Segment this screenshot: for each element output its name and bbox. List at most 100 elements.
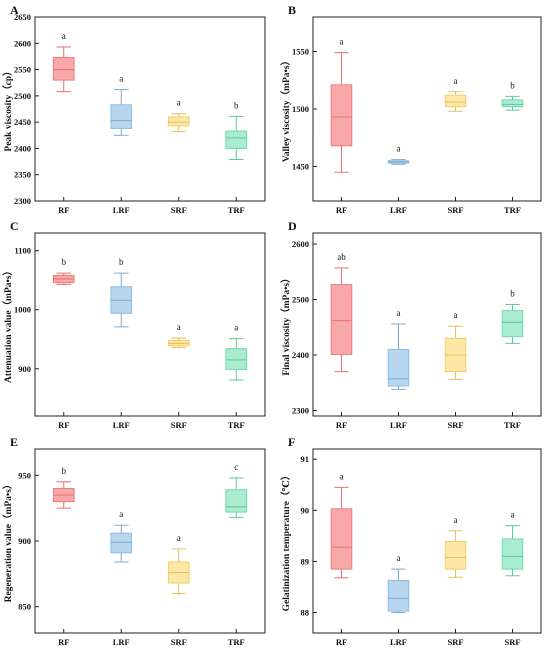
- y-axis-title: Regeneration value（mPa•s）: [2, 480, 14, 603]
- significance-letter: a: [397, 553, 401, 563]
- y-tick-label: 1500: [292, 104, 309, 114]
- panel-letter: A: [10, 3, 19, 17]
- significance-letter: b: [62, 466, 67, 476]
- x-tick-label: RF: [58, 420, 69, 430]
- significance-letter: c: [234, 462, 238, 472]
- iqr-box: [110, 104, 133, 129]
- significance-letter: a: [234, 323, 238, 333]
- significance-letter: a: [397, 308, 401, 318]
- iqr-box: [330, 284, 353, 355]
- significance-letter: b: [234, 100, 239, 110]
- box-srf: a: [501, 510, 524, 577]
- x-tick-label: LRF: [390, 205, 407, 215]
- x-tick-label: LRF: [113, 637, 130, 647]
- iqr-box: [225, 348, 248, 370]
- box-rf: a: [330, 471, 353, 579]
- panel-letter: D: [288, 219, 297, 233]
- panel-letter: E: [10, 435, 18, 449]
- plot-frame: [34, 232, 266, 417]
- x-tick-label: LRF: [113, 205, 130, 215]
- significance-letter: a: [454, 310, 458, 320]
- y-tick-label: 88: [301, 608, 310, 618]
- box-srf: a: [444, 310, 467, 380]
- significance-letter: b: [510, 289, 515, 299]
- y-axis-title: Attenuation value（mPa•s）: [2, 266, 14, 383]
- y-tick-label: 900: [18, 364, 31, 374]
- y-tick-label: 2500: [14, 91, 31, 101]
- x-tick-label: SRF: [171, 420, 187, 430]
- x-tick-label: RF: [336, 637, 347, 647]
- x-tick-label: RF: [336, 420, 347, 430]
- significance-letter: b: [510, 80, 515, 90]
- y-tick-label: 91: [301, 454, 310, 464]
- y-tick-label: 850: [18, 602, 31, 612]
- iqr-box: [330, 508, 353, 570]
- y-tick-label: 2600: [14, 38, 31, 48]
- significance-letter: a: [177, 98, 181, 108]
- iqr-box: [501, 538, 524, 570]
- panel-e: E 850 900 950 Regeneration value（mPa•s） b RF a L…: [2, 435, 266, 647]
- box-lrf: a: [110, 509, 133, 563]
- iqr-box: [387, 348, 410, 387]
- y-tick-label: 2450: [14, 117, 31, 127]
- x-tick-label: SRF: [171, 637, 187, 647]
- box-srf: a: [167, 98, 190, 133]
- box-lrf: a: [387, 144, 410, 165]
- significance-letter: a: [177, 533, 181, 543]
- iqr-box: [444, 541, 467, 570]
- significance-letter: a: [454, 76, 458, 86]
- x-tick-label: LRF: [113, 420, 130, 430]
- iqr-box: [167, 116, 190, 127]
- significance-letter: b: [62, 257, 67, 267]
- x-tick-label: LRF: [390, 637, 407, 647]
- x-tick-label: LRF: [390, 420, 407, 430]
- y-tick-label: 950: [18, 470, 31, 480]
- box-srf: a: [167, 533, 190, 595]
- y-tick-label: 1550: [292, 47, 309, 57]
- iqr-box: [225, 489, 248, 513]
- x-tick-label: TRF: [504, 420, 521, 430]
- significance-letter: a: [119, 74, 123, 84]
- box-rf: b: [52, 257, 75, 285]
- y-tick-label: 2400: [292, 350, 309, 360]
- box-srf: a: [167, 322, 190, 349]
- box-srf: a: [444, 515, 467, 578]
- y-tick-label: 2600: [292, 239, 309, 249]
- y-tick-label: 2550: [14, 65, 31, 75]
- panel-a: A 2300 2350 2400 2450 2500 2550 2600 2650 Peak vi…: [2, 3, 266, 215]
- y-tick-label: 900: [18, 536, 31, 546]
- y-tick-label: 2350: [14, 170, 31, 180]
- x-tick-label: TRF: [504, 205, 521, 215]
- x-tick-label: SRF: [504, 637, 520, 647]
- y-axis-title: Valley viscosity（mPa•s）: [280, 56, 292, 162]
- iqr-box: [387, 579, 410, 612]
- significance-letter: a: [119, 509, 123, 519]
- x-tick-label: TRF: [228, 420, 245, 430]
- box-trf: a: [225, 323, 248, 381]
- significance-letter: a: [397, 144, 401, 154]
- significance-letter: a: [62, 31, 66, 41]
- box-lrf: a: [387, 553, 410, 614]
- y-tick-label: 1450: [292, 162, 309, 172]
- iqr-box: [501, 310, 524, 338]
- significance-letter: a: [454, 515, 458, 525]
- panel-f: F 88 89 90 91 Gelatinization temperature（℃） a R…: [280, 435, 542, 647]
- y-tick-label: 2650: [14, 12, 31, 22]
- significance-letter: ab: [337, 252, 346, 262]
- x-tick-label: RF: [58, 205, 69, 215]
- y-tick-label: 2400: [14, 143, 31, 153]
- box-rf: ab: [330, 252, 353, 373]
- plot-frame: [34, 448, 266, 634]
- box-lrf: b: [110, 257, 133, 328]
- x-tick-label: RF: [58, 637, 69, 647]
- iqr-box: [52, 56, 75, 81]
- box-trf: b: [501, 80, 524, 111]
- y-tick-label: 2500: [292, 295, 309, 305]
- y-axis-title: Gelatinization temperature（℃）: [280, 471, 292, 612]
- y-tick-label: 1000: [14, 305, 31, 315]
- significance-letter: a: [177, 322, 181, 332]
- x-tick-label: TRF: [228, 205, 245, 215]
